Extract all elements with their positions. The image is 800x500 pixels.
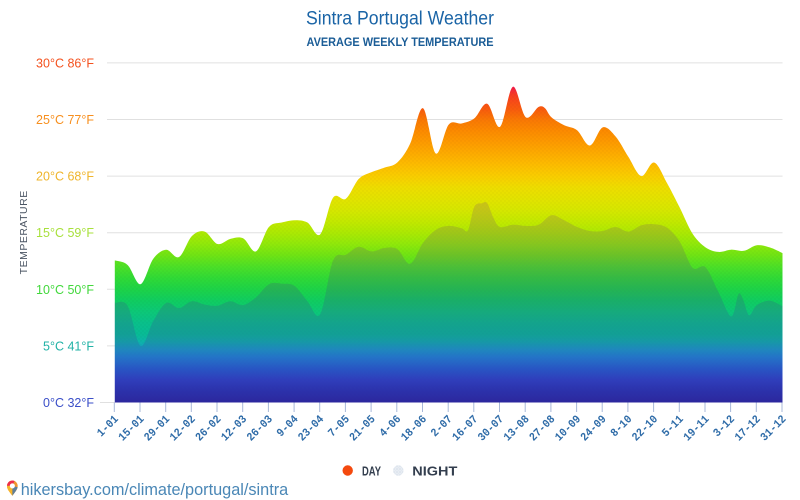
svg-text:Sintra Portugal Weather: Sintra Portugal Weather: [306, 9, 495, 30]
svg-text:10°C 50°F: 10°C 50°F: [36, 283, 94, 297]
svg-text:25°C 77°F: 25°C 77°F: [36, 113, 94, 127]
svg-text:30°C 86°F: 30°C 86°F: [36, 56, 94, 70]
svg-text:20°C 68°F: 20°C 68°F: [36, 170, 94, 184]
svg-text:TEMPERATURE: TEMPERATURE: [18, 190, 30, 274]
svg-text:5°C 41°F: 5°C 41°F: [43, 339, 94, 353]
svg-text:hikersbay.com/climate/portugal: hikersbay.com/climate/portugal/sintra: [21, 481, 289, 499]
svg-text:0°C 32°F: 0°C 32°F: [43, 396, 94, 410]
svg-text:NIGHT: NIGHT: [412, 464, 457, 479]
svg-text:DAY: DAY: [362, 464, 381, 479]
svg-text:15°C 59°F: 15°C 59°F: [36, 226, 94, 240]
svg-text:AVERAGE WEEKLY TEMPERATURE: AVERAGE WEEKLY TEMPERATURE: [307, 37, 494, 49]
